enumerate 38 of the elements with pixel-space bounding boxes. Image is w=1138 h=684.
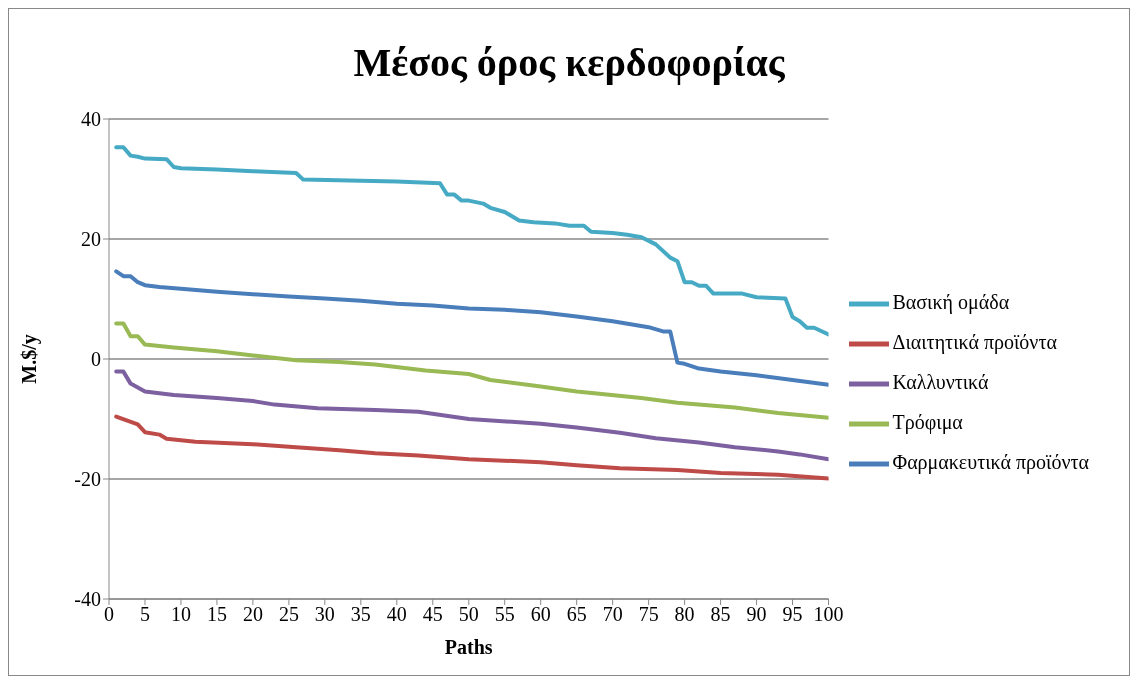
legend-label: Διαιτητικά προϊόντα: [892, 330, 1057, 353]
x-tick-label: 10: [170, 603, 191, 626]
x-tick-label: 90: [746, 603, 767, 626]
chart-title: Μέσος όρος κερδοφορίας: [352, 39, 786, 87]
x-tick-label: 45: [422, 603, 443, 626]
x-tick-label: 75: [638, 603, 659, 626]
x-tick-label: 40: [386, 603, 407, 626]
x-tick-label: 50: [458, 603, 479, 626]
line-series: [114, 269, 829, 387]
y-tick-label: 20: [81, 228, 101, 251]
line-series: [114, 369, 829, 462]
y-tick-label: 40: [81, 108, 101, 131]
x-tick-label: 15: [206, 603, 227, 626]
x-tick-label: 95: [782, 603, 803, 626]
x-tick-label: 30: [314, 603, 335, 626]
legend-label: Φαρμακευτικά προϊόντα: [892, 450, 1089, 473]
y-axis-title: M.$/y: [18, 334, 42, 384]
x-tick-label: 65: [566, 603, 587, 626]
x-tick-label: 25: [278, 603, 299, 626]
y-tick-label: 0: [91, 348, 101, 371]
x-tick-label: 35: [350, 603, 371, 626]
x-tick-label: 20: [242, 603, 263, 626]
x-tick-label: 80: [674, 603, 695, 626]
line-series: [114, 414, 829, 481]
legend-label: Βασική ομάδα: [892, 290, 1010, 313]
line-series: [114, 145, 829, 337]
x-tick-label: 70: [602, 603, 623, 626]
x-tick-label: 55: [494, 603, 515, 626]
legend-label: Τρόφιμα: [892, 410, 963, 433]
legend-label: Καλλυντικά: [892, 370, 989, 393]
x-tick-label: 60: [530, 603, 551, 626]
y-tick-label: -40: [74, 588, 101, 611]
x-tick-label: 100: [813, 603, 844, 626]
line-series: [114, 321, 829, 420]
y-tick-label: -20: [74, 468, 101, 491]
x-tick-label: 85: [710, 603, 731, 626]
x-axis-title: Paths: [444, 636, 493, 658]
x-tick-label: 5: [139, 603, 150, 626]
